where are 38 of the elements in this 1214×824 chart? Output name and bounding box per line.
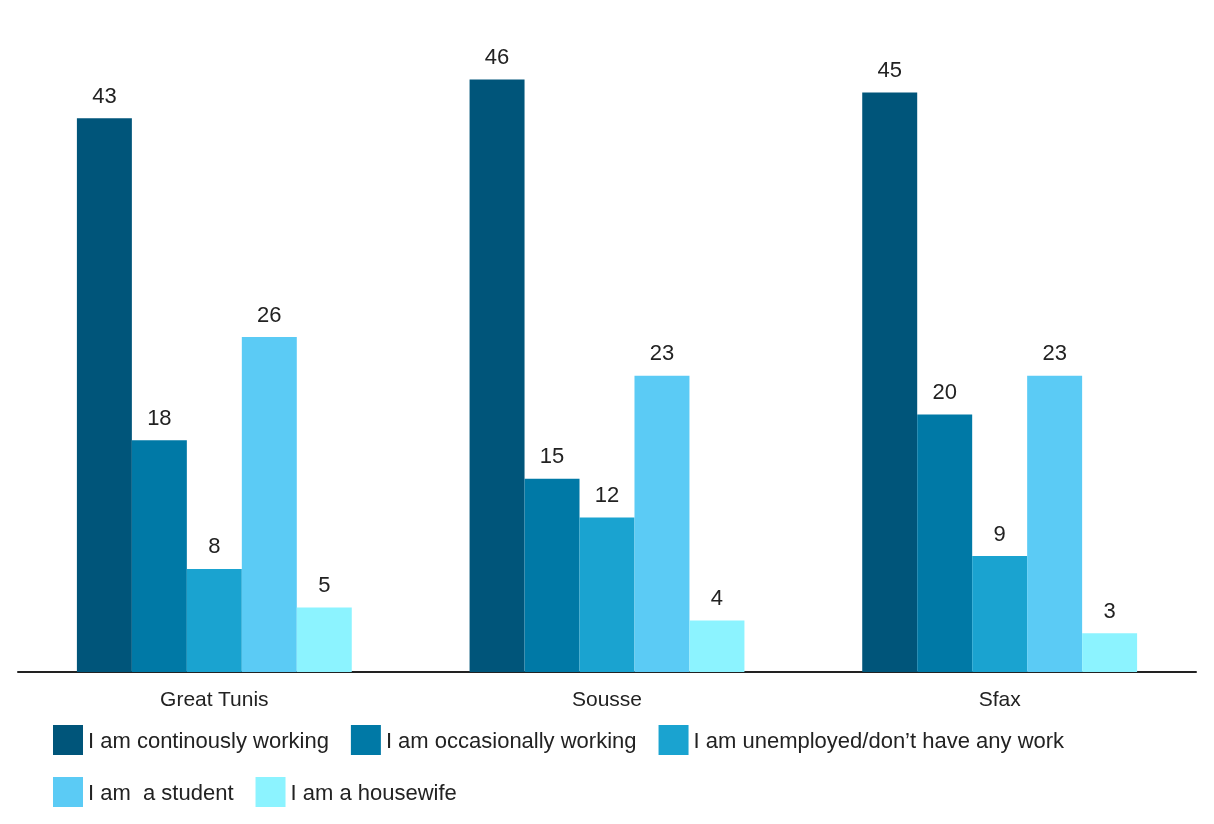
x-tick-label: Sfax — [978, 687, 1022, 710]
bar — [689, 620, 745, 672]
bar — [917, 414, 973, 672]
x-tick-label: Great Tunis — [160, 687, 269, 710]
data-label: 43 — [92, 82, 117, 108]
bar — [1027, 375, 1083, 672]
data-label: 23 — [1042, 340, 1067, 366]
bar — [76, 118, 132, 672]
legend-label: I am continously working — [88, 727, 329, 753]
data-label: 8 — [208, 533, 221, 559]
data-label: 12 — [594, 481, 620, 507]
data-label: 5 — [318, 572, 331, 598]
bar — [579, 517, 635, 672]
bar — [862, 92, 918, 672]
bar — [1082, 633, 1138, 672]
bar — [524, 478, 580, 672]
legend-label: I am unemployed/don’t have any work — [693, 727, 1066, 753]
data-label: 26 — [257, 301, 282, 327]
bar — [972, 556, 1028, 672]
legend-label: I am a student — [88, 779, 234, 805]
bar — [241, 337, 297, 672]
bar — [469, 79, 525, 672]
bar — [296, 607, 352, 672]
legend-label: I am a housewife — [290, 779, 457, 805]
data-label: 15 — [539, 443, 565, 469]
bar — [186, 568, 242, 672]
data-label: 3 — [1103, 597, 1116, 623]
data-label: 23 — [649, 340, 675, 366]
bar — [634, 375, 690, 672]
data-label: 4 — [710, 584, 724, 610]
data-label: 18 — [147, 404, 172, 430]
data-label: 20 — [932, 378, 957, 404]
legend-label: I am occasionally working — [385, 727, 637, 753]
data-label: 46 — [484, 44, 510, 70]
bar — [131, 440, 187, 672]
data-label: 45 — [877, 56, 902, 82]
x-tick-label: Sousse — [571, 687, 643, 710]
data-label: 9 — [993, 520, 1006, 546]
